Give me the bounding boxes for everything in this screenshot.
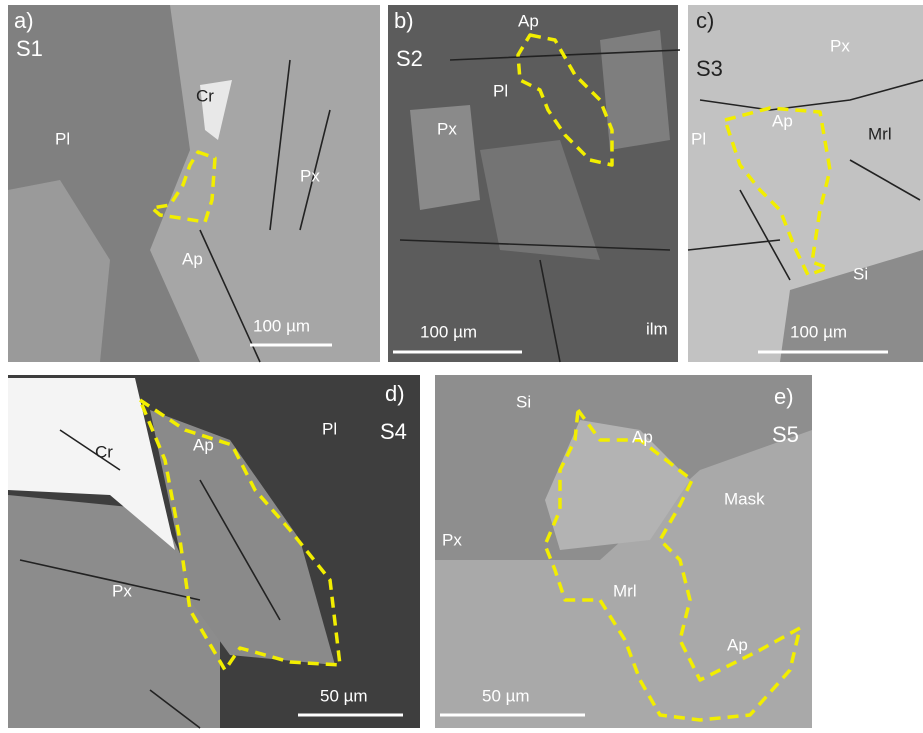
px-grain <box>410 105 480 210</box>
mineral-label: Si <box>853 264 868 283</box>
mineral-label: Pl <box>55 129 70 148</box>
scale-label: 100 µm <box>790 322 847 341</box>
sample-label: S1 <box>16 36 43 61</box>
grain <box>480 140 600 260</box>
mineral-label: Pl <box>493 81 508 100</box>
mineral-label: Px <box>830 36 850 55</box>
mineral-label: Ap <box>518 11 539 30</box>
mineral-label: Px <box>437 119 457 138</box>
panel-letter: c) <box>696 8 714 33</box>
mineral-label: Pl <box>322 419 337 438</box>
mineral-label: Mrl <box>613 581 637 600</box>
ap-outline <box>150 150 217 224</box>
mineral-label: Px <box>112 581 132 600</box>
scale-label: 50 µm <box>320 686 368 705</box>
panel-b: b) S2 Ap Pl Px ilm 100 µm <box>388 5 681 363</box>
panel-d: d) S4 Cr Ap Pl Px 50 µm <box>8 375 420 729</box>
ap-outline <box>543 408 802 722</box>
grain <box>600 30 670 150</box>
cr-grain <box>8 378 175 550</box>
panel-letter: a) <box>14 8 34 33</box>
mineral-label: Si <box>516 392 531 411</box>
ap-grain <box>150 410 335 665</box>
mineral-label: Pl <box>691 129 706 148</box>
mineral-label: Ap <box>772 111 793 130</box>
mineral-label: Px <box>300 166 320 185</box>
crack <box>687 79 923 281</box>
grain <box>8 180 110 362</box>
scale-label: 50 µm <box>482 686 530 705</box>
si-grain <box>780 250 923 362</box>
panel-letter: e) <box>774 384 794 409</box>
mineral-label: ilm <box>646 319 668 338</box>
ap-outline <box>723 106 832 277</box>
mineral-label: Cr <box>95 442 113 461</box>
mineral-label: Px <box>442 530 462 549</box>
mineral-label: Ap <box>182 249 203 268</box>
sample-label: S4 <box>380 419 407 444</box>
sample-label: S5 <box>772 422 799 447</box>
panel-e: e) S5 Si Ap Mask Px Mrl Ap 50 µm <box>435 375 812 728</box>
crack <box>199 59 331 363</box>
mineral-label: Mrl <box>868 124 892 143</box>
ap-outline <box>138 398 342 672</box>
mineral-label: Ap <box>727 635 748 654</box>
cr-grain <box>200 80 232 140</box>
scale-label: 100 µm <box>420 322 477 341</box>
mineral-label: Ap <box>632 427 653 446</box>
panel-a: a) S1 Pl Cr Px Ap 100 µm <box>8 5 380 363</box>
panel-letter: b) <box>394 8 414 33</box>
panel-c: c) S3 Px Ap Mrl Pl Si 100 µm <box>687 5 923 362</box>
scale-label: 100 µm <box>253 316 310 335</box>
sample-label: S3 <box>696 56 723 81</box>
sample-label: S2 <box>396 46 423 71</box>
crack <box>19 429 281 729</box>
panel-letter: d) <box>385 381 405 406</box>
mineral-label: Cr <box>196 86 214 105</box>
mineral-label: Mask <box>724 489 765 508</box>
px-grain <box>8 495 220 728</box>
mineral-label: Ap <box>193 435 214 454</box>
